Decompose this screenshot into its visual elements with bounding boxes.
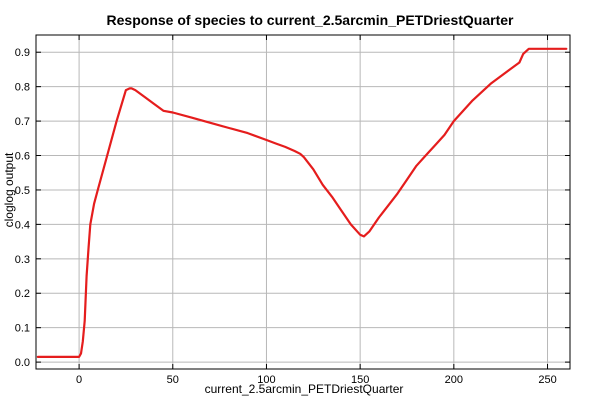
- x-tick-label: 100: [257, 374, 275, 386]
- y-tick-label: 0.5: [15, 185, 30, 197]
- axis-ticks: 0 50 100 150 200 250 0.0 0.1 0.2 0.3 0.4 0.5 0.6 0.7 0…: [15, 35, 570, 386]
- response-curve-line: [36, 47, 568, 358]
- y-tick-label: 0.9: [15, 47, 30, 59]
- plot-frame: [35, 34, 571, 370]
- y-tick-label: 0.6: [15, 151, 30, 163]
- x-tick-label: 150: [351, 374, 369, 386]
- y-tick-label: 0.7: [15, 116, 30, 128]
- y-tick-label: 0.3: [15, 254, 30, 266]
- x-tick-label: 200: [445, 374, 463, 386]
- x-tick-label: 250: [538, 374, 556, 386]
- series-layer: [36, 47, 568, 358]
- x-tick-label: 50: [167, 374, 179, 386]
- chart-title: Response of species to current_2.5arcmin…: [107, 12, 514, 28]
- y-tick-label: 0.4: [15, 219, 30, 231]
- y-tick-label: 0.1: [15, 323, 30, 335]
- y-axis-label: cloglog output: [2, 152, 16, 227]
- x-tick-label: 0: [76, 374, 82, 386]
- y-tick-label: 0.0: [15, 357, 30, 369]
- y-tick-label: 0.8: [15, 82, 30, 94]
- x-axis-label: current_2.5arcmin_PETDriestQuarter: [205, 382, 404, 396]
- y-tick-label: 0.2: [15, 288, 30, 300]
